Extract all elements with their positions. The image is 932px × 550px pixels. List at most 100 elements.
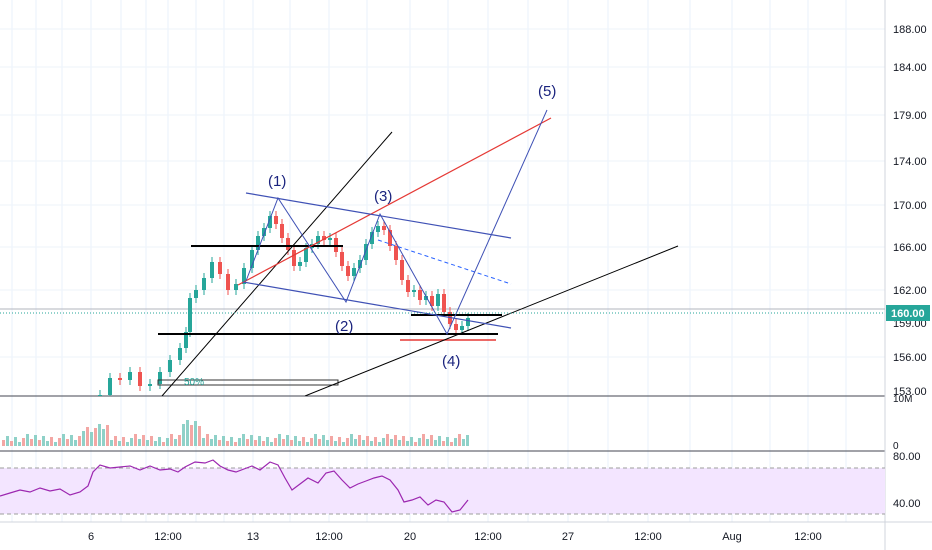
volume-bar (114, 436, 117, 446)
candle-body (364, 244, 368, 260)
volume-bar (118, 441, 121, 446)
candle-body (376, 226, 380, 232)
volume-bar (414, 442, 417, 446)
price-tick: 156.00 (893, 352, 927, 364)
volume-bar (146, 440, 149, 446)
trend-line-long[interactable] (304, 245, 679, 396)
volume-bar (170, 434, 173, 446)
volume-bar (330, 436, 333, 446)
volume-bar (190, 425, 193, 446)
candle-body (442, 294, 446, 312)
candle-body (328, 238, 332, 240)
candle-body (388, 230, 392, 246)
price-tick: 170.00 (893, 200, 927, 212)
price-axis[interactable]: 188.00 184.00 179.00 174.00 170.00 166.0… (893, 24, 927, 398)
volume-bar (286, 435, 289, 446)
volume-bar (278, 434, 281, 446)
volume-bar (158, 437, 161, 446)
wave-label-5: (5) (538, 83, 556, 100)
candle-body (242, 268, 246, 284)
volume-bar (390, 439, 393, 446)
volume-bar (246, 439, 249, 446)
candle-body (194, 290, 198, 298)
time-axis[interactable]: 6 12:00 13 12:00 20 12:00 27 12:00 Aug 1… (88, 531, 822, 543)
volume-tick: 0 (893, 441, 899, 452)
candle-body (158, 372, 162, 384)
volume-bar (346, 438, 349, 446)
volume-bar (134, 434, 137, 446)
candle-body (262, 228, 266, 236)
volume-bar (350, 434, 353, 446)
price-tick: 188.00 (893, 24, 927, 36)
volume-bar (422, 434, 425, 446)
candle-body (406, 280, 410, 292)
candle-body (346, 266, 350, 276)
channel-midline[interactable] (377, 239, 512, 285)
fib-label: 50% (184, 377, 204, 388)
candle-body (118, 378, 122, 380)
price-tick: 184.00 (893, 62, 927, 74)
candle-body (454, 324, 458, 330)
volume-bar (122, 437, 125, 446)
candle-body (256, 236, 260, 250)
candle-body (148, 384, 152, 386)
volume-bar (150, 436, 153, 446)
volume-bar (142, 435, 145, 446)
volume-bar (438, 436, 441, 446)
channel-lower[interactable] (242, 281, 512, 329)
volume-bar (358, 435, 361, 446)
volume-bar (270, 442, 273, 446)
candle-body (210, 262, 214, 278)
svg-text:160.00: 160.00 (891, 308, 925, 320)
candle-body (322, 236, 326, 240)
candle-body (226, 274, 230, 290)
candle-body (168, 360, 172, 372)
volume-bar (250, 435, 253, 446)
elliott-wave-path[interactable] (245, 109, 548, 336)
rsi-tick: 80.00 (893, 451, 921, 463)
time-tick: Aug (722, 531, 742, 543)
volume-bar (326, 440, 329, 446)
volume-bar (218, 440, 221, 446)
volume-bar (258, 436, 261, 446)
volume-bar (446, 437, 449, 446)
candle-body (400, 260, 404, 280)
volume-bar (174, 439, 177, 446)
rsi-pane[interactable] (0, 459, 885, 515)
volume-bar (302, 437, 305, 446)
volume-bar (354, 439, 357, 446)
volume-bar (194, 421, 197, 446)
last-price-badge: 160.00 (886, 305, 930, 321)
price-tick: 179.00 (893, 110, 927, 122)
projection-line[interactable] (237, 117, 552, 286)
price-tick: 166.00 (893, 242, 927, 254)
channel-upper[interactable] (245, 192, 512, 239)
volume-bar (178, 435, 181, 446)
time-tick: 12:00 (634, 531, 662, 543)
candle-body (286, 238, 290, 250)
time-tick: 13 (247, 531, 259, 543)
volume-bar (102, 429, 105, 446)
candle-body (178, 348, 182, 360)
volume-bar (10, 441, 13, 446)
volume-bar (206, 434, 209, 446)
volume-bar (222, 436, 225, 446)
volume-bar (366, 436, 369, 446)
candle-body (292, 250, 296, 266)
volume-bar (234, 442, 237, 446)
candle-body (370, 232, 374, 244)
candle-body (218, 262, 222, 274)
volume-bar (362, 440, 365, 446)
volume-bar (2, 440, 5, 446)
volume-bar (238, 438, 241, 446)
volume-bar (370, 441, 373, 446)
volume-axis: 10M 0 (893, 394, 912, 452)
volume-bar (442, 441, 445, 446)
volume-bar (18, 442, 21, 446)
rsi-line (0, 459, 469, 513)
price-pane[interactable]: 50% (1) (2) (3) (4) (5) (0, 83, 885, 406)
volume-bar (182, 424, 185, 446)
volume-bar (86, 427, 89, 446)
